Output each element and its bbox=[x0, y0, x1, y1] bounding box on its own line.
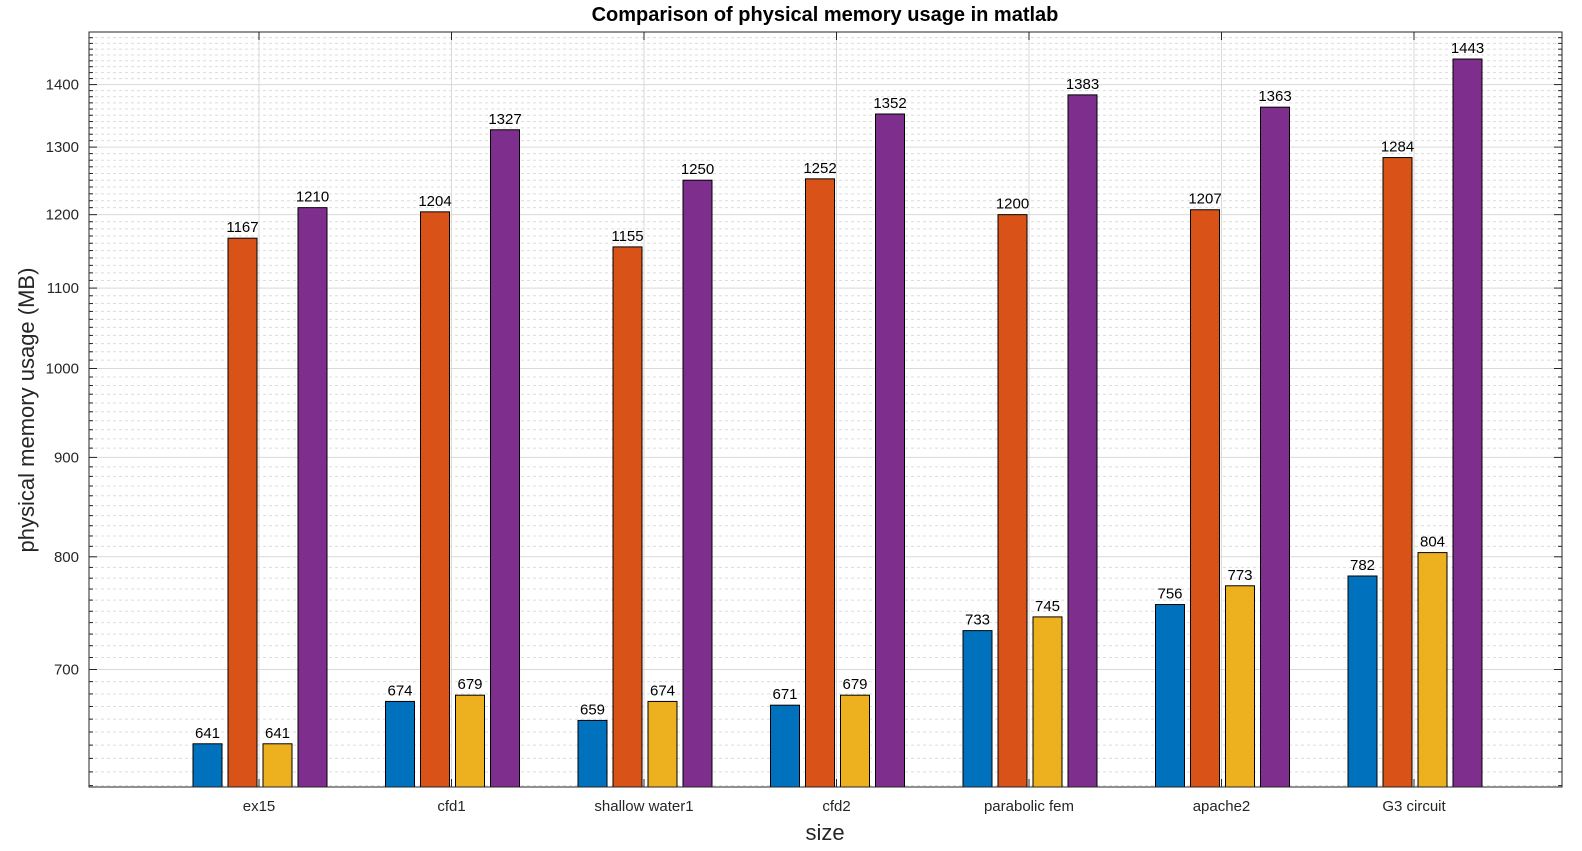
bar bbox=[1347, 575, 1378, 788]
data-label: 1250 bbox=[681, 161, 714, 178]
y-tick-label: 800 bbox=[54, 549, 79, 566]
data-label: 1443 bbox=[1451, 40, 1484, 57]
data-label: 745 bbox=[1035, 598, 1060, 615]
bar bbox=[1452, 58, 1483, 788]
axis-ticks bbox=[89, 31, 1562, 787]
x-tick-labels: ex15 cfd1 shallow water1 cfd2 parabolic fem a… bbox=[243, 798, 1447, 815]
bar bbox=[455, 694, 485, 788]
data-label: 641 bbox=[265, 725, 290, 742]
x-tick-label: cfd2 bbox=[822, 798, 850, 815]
data-label: 773 bbox=[1227, 567, 1252, 584]
bar bbox=[192, 743, 223, 788]
x-tick-label: cfd1 bbox=[437, 798, 465, 815]
data-label: 804 bbox=[1420, 534, 1445, 551]
bar bbox=[420, 211, 450, 788]
bar bbox=[385, 700, 415, 788]
data-label: 1284 bbox=[1381, 139, 1414, 156]
x-axis-label: size bbox=[805, 820, 844, 845]
bar bbox=[1155, 604, 1185, 788]
data-label: 1204 bbox=[418, 193, 451, 210]
data-label: 1210 bbox=[296, 189, 329, 206]
data-label: 1200 bbox=[996, 196, 1029, 213]
data-label: 659 bbox=[580, 701, 605, 718]
bar bbox=[612, 246, 643, 788]
bar bbox=[770, 704, 800, 788]
data-label: 641 bbox=[195, 725, 220, 742]
bar bbox=[1190, 209, 1220, 788]
data-label: 756 bbox=[1157, 586, 1182, 603]
data-label: 1207 bbox=[1188, 191, 1221, 208]
data-labels: 641 1167 641 1210 674 1204 679 1327 659 1155 674 12… bbox=[195, 40, 1484, 742]
x-tick-label: shallow water1 bbox=[594, 798, 693, 815]
y-tick-label: 1300 bbox=[46, 139, 79, 156]
bar bbox=[997, 214, 1028, 788]
bar bbox=[262, 743, 293, 788]
bars bbox=[192, 58, 1483, 788]
x-tick-label: G3 circuit bbox=[1382, 798, 1446, 815]
bar bbox=[1260, 106, 1290, 788]
data-label: 1383 bbox=[1066, 76, 1099, 93]
data-label: 1327 bbox=[488, 111, 521, 128]
data-label: 679 bbox=[842, 676, 867, 693]
bar bbox=[875, 113, 905, 788]
x-tick-label: parabolic fem bbox=[984, 798, 1074, 815]
data-label: 1167 bbox=[226, 219, 258, 236]
data-label: 679 bbox=[457, 676, 482, 693]
bar bbox=[227, 237, 258, 788]
y-tick-label: 900 bbox=[54, 449, 79, 466]
bar bbox=[1225, 585, 1255, 788]
data-label: 674 bbox=[387, 682, 412, 699]
y-tick-label: 1000 bbox=[46, 361, 79, 378]
data-label: 671 bbox=[772, 686, 797, 703]
y-tick-labels: 700 800 900 1000 1100 1200 1300 1400 bbox=[46, 77, 79, 679]
x-tick-label: ex15 bbox=[243, 798, 276, 815]
data-label: 733 bbox=[965, 612, 990, 629]
y-tick-label: 1100 bbox=[47, 280, 79, 297]
data-label: 674 bbox=[650, 682, 675, 699]
bar bbox=[1032, 616, 1063, 788]
data-label: 1252 bbox=[803, 160, 836, 177]
bar bbox=[962, 630, 993, 788]
bar bbox=[682, 179, 713, 788]
plot-frame bbox=[88, 31, 1563, 788]
y-tick-label: 1400 bbox=[46, 77, 79, 94]
y-axis-label: physical memory usage (MB) bbox=[14, 268, 39, 553]
data-label: 1155 bbox=[611, 228, 643, 245]
bar bbox=[805, 178, 835, 788]
data-label: 1363 bbox=[1258, 88, 1291, 105]
y-tick-label: 700 bbox=[54, 661, 79, 678]
x-tick-label: apache2 bbox=[1193, 798, 1251, 815]
bar bbox=[297, 207, 328, 788]
bar bbox=[1417, 552, 1448, 788]
data-label: 782 bbox=[1350, 557, 1375, 574]
bar bbox=[840, 694, 870, 788]
bar bbox=[1067, 94, 1098, 788]
bar bbox=[1382, 157, 1413, 788]
chart-title: Comparison of physical memory usage in m… bbox=[592, 4, 1059, 26]
bar bbox=[647, 700, 678, 788]
bar bbox=[490, 129, 520, 788]
y-tick-label: 1200 bbox=[46, 207, 79, 224]
data-label: 1352 bbox=[873, 95, 906, 112]
bar bbox=[577, 719, 608, 788]
